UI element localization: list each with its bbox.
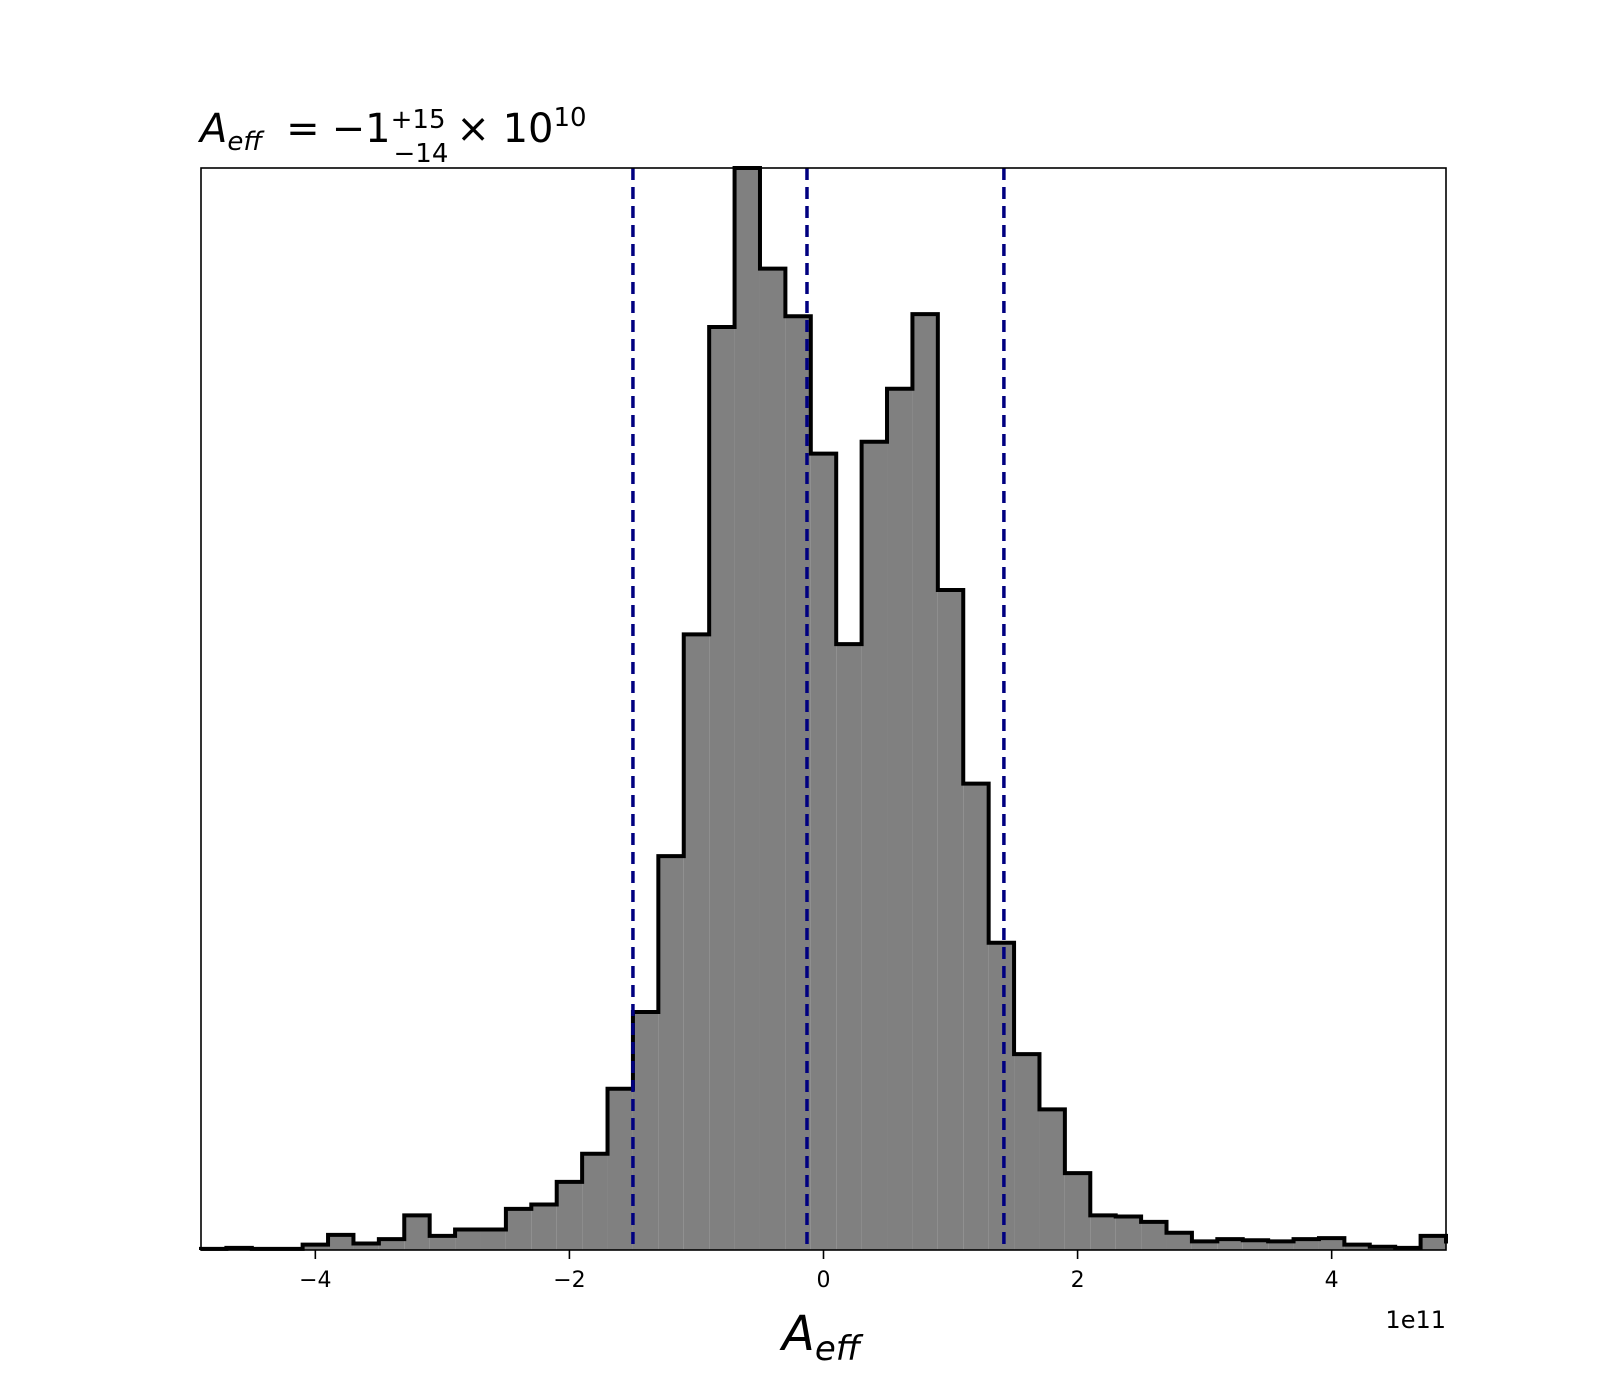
title-times: × 10 xyxy=(456,106,553,152)
title-value: −1 xyxy=(332,106,391,152)
title-lower: −14 xyxy=(394,139,449,169)
histogram-bar xyxy=(759,268,786,1251)
histogram-bar xyxy=(734,168,760,1250)
histogram-bar xyxy=(988,942,1015,1250)
x-tick-label: −4 xyxy=(299,1268,331,1293)
histogram-bar xyxy=(455,1229,481,1250)
histogram-bar xyxy=(328,1234,354,1250)
histogram-bar xyxy=(505,1208,532,1250)
histogram-bar xyxy=(1293,1239,1319,1250)
histogram-bar xyxy=(556,1181,583,1250)
plot-area: −4 −2 0 2 4 xyxy=(199,166,1448,1293)
histogram-bar xyxy=(582,1153,608,1250)
histogram-bar xyxy=(378,1239,405,1250)
x-axis-offset-label: 1e11 xyxy=(1385,1306,1446,1334)
histogram-bar xyxy=(1242,1240,1269,1250)
histogram-outline xyxy=(199,166,1448,1251)
histogram-bar xyxy=(861,441,888,1251)
histogram-bar xyxy=(353,1243,379,1250)
histogram-bar xyxy=(1090,1215,1116,1250)
histogram-bar xyxy=(632,1011,659,1250)
x-tick-label: −2 xyxy=(553,1268,585,1293)
chart-title: Aeff = −1+15 −14× 1010 xyxy=(197,103,587,169)
title-equals: = xyxy=(286,106,320,152)
histogram-bar xyxy=(1191,1241,1218,1250)
histogram-bar xyxy=(836,644,862,1250)
histogram-bar xyxy=(1039,1109,1065,1250)
histogram-bar xyxy=(937,589,964,1250)
histogram-bar xyxy=(1064,1173,1091,1250)
x-axis-label-symbol: A xyxy=(779,1306,815,1362)
histogram-bar xyxy=(1141,1221,1167,1250)
title-symbol-sub: eff xyxy=(227,127,265,157)
title-symbol: A xyxy=(197,106,227,152)
histogram-bar xyxy=(429,1235,456,1250)
x-axis-label-sub: eff xyxy=(815,1329,864,1369)
histogram-bar xyxy=(1014,1054,1040,1250)
title-upper: +15 xyxy=(391,105,446,135)
histogram-bar xyxy=(1268,1241,1294,1250)
histogram-bar xyxy=(810,453,837,1250)
histogram-bar xyxy=(683,634,710,1250)
histogram-bar xyxy=(607,1088,633,1250)
x-tick-label: 4 xyxy=(1325,1268,1339,1293)
x-tick-label: 0 xyxy=(817,1268,831,1293)
x-axis-label: Aeff xyxy=(779,1306,864,1369)
title-exponent: 10 xyxy=(554,103,587,133)
histogram-bar xyxy=(1217,1239,1243,1250)
histogram-bar xyxy=(480,1229,506,1250)
histogram-bar xyxy=(1115,1216,1142,1250)
histogram-bar xyxy=(1166,1232,1192,1250)
histogram-bar xyxy=(912,314,938,1250)
histogram-bar xyxy=(658,856,684,1250)
histogram-bar xyxy=(302,1244,329,1250)
x-tick-label: 2 xyxy=(1071,1268,1085,1293)
histogram-bar xyxy=(1318,1238,1345,1250)
histogram-bar xyxy=(531,1204,557,1250)
histogram-bar xyxy=(404,1215,430,1250)
histogram-bar xyxy=(963,783,989,1250)
histogram-bar xyxy=(1420,1235,1446,1250)
histogram-bar xyxy=(1344,1244,1370,1250)
histogram-bar xyxy=(709,327,735,1251)
histogram-bar xyxy=(887,388,913,1250)
